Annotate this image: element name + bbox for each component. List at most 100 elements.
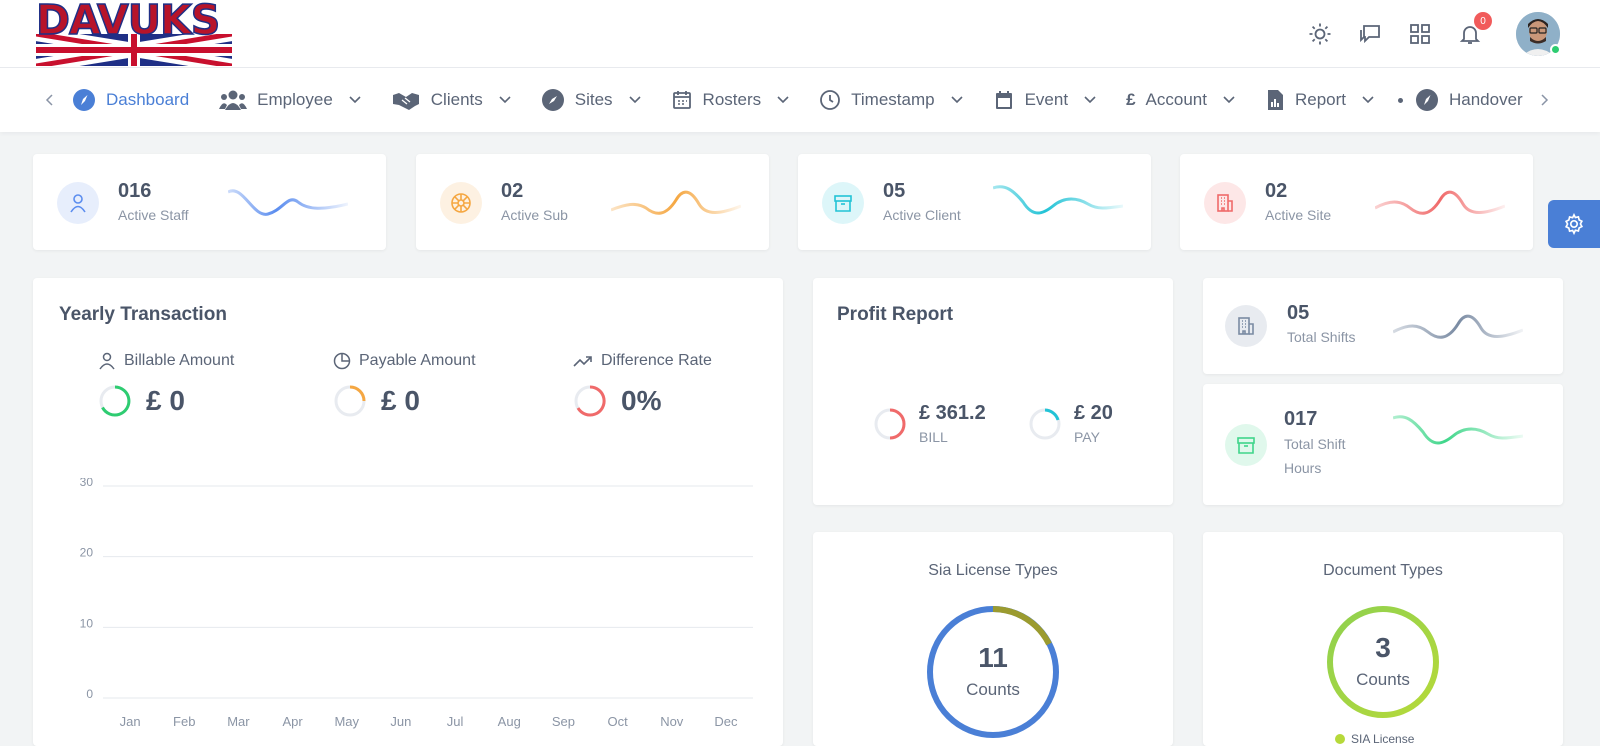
- nav-event[interactable]: Event: [993, 89, 1096, 111]
- x-tick-label: Apr: [282, 714, 303, 729]
- nav-label: Report: [1294, 90, 1346, 109]
- card-title: Document Types: [1323, 562, 1443, 579]
- nav-label: Timestamp: [851, 90, 935, 109]
- clock-icon: [820, 90, 841, 110]
- x-tick-label: Dec: [714, 714, 738, 729]
- y-tick-label: 0: [86, 687, 93, 701]
- nav-scroll-left-icon[interactable]: [38, 88, 62, 112]
- stat-value: 017: [1284, 408, 1318, 430]
- metric-label: Payable Amount: [359, 352, 476, 369]
- donut-count-label: Counts: [966, 680, 1020, 699]
- stat-card-active-client[interactable]: 05 Active Client: [798, 154, 1151, 250]
- nav-clients[interactable]: Clients: [391, 89, 511, 111]
- x-tick-label: Jun: [390, 714, 411, 729]
- x-tick-label: Nov: [660, 714, 684, 729]
- stat-value: 016: [118, 180, 152, 202]
- progress-ring: [99, 385, 131, 417]
- online-status-dot: [1550, 44, 1561, 55]
- x-tick-label: May: [334, 714, 359, 729]
- billable-amount-metric: Billable Amount £ 0: [98, 352, 234, 418]
- x-tick-label: Oct: [607, 714, 628, 729]
- x-tick-label: Jul: [447, 714, 464, 729]
- donut-center: 11 Counts: [923, 642, 1063, 700]
- document-donut-chart: [1327, 606, 1439, 718]
- sun-icon[interactable]: [1308, 22, 1332, 46]
- nav-scroll-right-icon[interactable]: [1532, 88, 1556, 112]
- stat-card-active-site[interactable]: 02 Active Site: [1180, 154, 1533, 250]
- building-icon: [1225, 305, 1267, 347]
- nav-employee[interactable]: Employee: [219, 89, 361, 111]
- sparkline: [1393, 314, 1523, 339]
- x-tick-label: Mar: [227, 714, 250, 729]
- legend-item[interactable]: SIA License: [1335, 732, 1414, 746]
- user-icon: [57, 182, 99, 224]
- nav-report[interactable]: Report: [1265, 89, 1403, 111]
- x-tick-label: Feb: [173, 714, 195, 729]
- progress-ring: [574, 385, 606, 417]
- nav-label: Dashboard: [106, 90, 190, 109]
- compass-icon: [1416, 89, 1438, 111]
- notification-badge: 0: [1474, 12, 1492, 30]
- donut-count: 11: [978, 642, 1008, 673]
- progress-ring: [1029, 408, 1061, 439]
- card-title: Sia License Types: [928, 562, 1058, 579]
- nav-label: Event: [1024, 90, 1069, 109]
- donut-count-label: Counts: [1356, 670, 1410, 689]
- chat-icon[interactable]: [1358, 22, 1382, 46]
- donut-center: 3 Counts: [1313, 632, 1453, 690]
- card-title: Profit Report: [837, 304, 954, 325]
- x-tick-label: Sep: [552, 714, 575, 729]
- chevron-down-icon: [777, 96, 789, 104]
- nav-label: Sites: [574, 90, 613, 109]
- stat-card-active-sub[interactable]: 02 Active Sub: [416, 154, 769, 250]
- top-header: DAVUKS 0: [0, 0, 1600, 68]
- nav-dashboard[interactable]: Dashboard: [72, 88, 189, 112]
- report-icon: [1267, 90, 1283, 110]
- pound-icon: £: [1126, 90, 1136, 109]
- nav-account[interactable]: £ Account: [1126, 90, 1235, 110]
- stat-card-total-shifts[interactable]: 05 Total Shifts: [1203, 278, 1563, 374]
- y-tick-label: 30: [80, 478, 94, 489]
- settings-gear-button[interactable]: [1548, 200, 1600, 248]
- nav-label: Rosters: [702, 90, 762, 109]
- building-icon: [1204, 182, 1246, 224]
- bill-metric: £ 361.2 BILL: [873, 402, 986, 445]
- progress-ring: [334, 385, 366, 417]
- chevron-down-icon: [1084, 96, 1096, 104]
- davuks-logo[interactable]: DAVUKS: [35, 0, 232, 66]
- x-tick-label: Jan: [120, 714, 141, 729]
- bell-icon[interactable]: 0: [1458, 12, 1492, 46]
- profit-report-card: Profit Report £ 361.2 BILL £ 20 PAY: [813, 278, 1173, 505]
- apps-grid-icon[interactable]: [1408, 22, 1432, 46]
- main-navbar: Dashboard Employee Clients Sites Rosters…: [0, 68, 1600, 132]
- chevron-down-icon: [499, 96, 511, 104]
- user-avatar[interactable]: [1516, 12, 1561, 56]
- archive-icon: [822, 182, 864, 224]
- legend-label: SIA License: [1351, 732, 1415, 746]
- nav-sites[interactable]: Sites: [541, 88, 641, 112]
- nav-timestamp[interactable]: Timestamp: [819, 89, 963, 111]
- logo-text: DAVUKS: [35, 0, 221, 45]
- difference-rate-metric: Difference Rate 0%: [573, 352, 712, 418]
- stat-label: Total Shifts: [1287, 329, 1356, 345]
- stat-label: Active Sub: [501, 207, 568, 223]
- pie-icon: [333, 352, 351, 370]
- stat-card-active-staff[interactable]: 016 Active Staff: [33, 154, 386, 250]
- stat-card-total-shift-hours[interactable]: 017 Total Shift Hours: [1203, 384, 1563, 505]
- chevron-down-icon: [349, 96, 361, 104]
- nav-label: Handover: [1449, 90, 1523, 109]
- nav-rosters[interactable]: Rosters: [671, 89, 790, 111]
- archive-icon: [1225, 424, 1267, 466]
- progress-ring: [874, 408, 906, 439]
- trend-icon: [573, 356, 592, 367]
- metric-value: £ 0: [146, 385, 185, 416]
- stat-label-line2: Hours: [1284, 460, 1322, 476]
- users-icon: [219, 90, 248, 110]
- y-tick-label: 20: [80, 546, 94, 560]
- stat-value: 05: [883, 180, 906, 202]
- card-title: Yearly Transaction: [59, 304, 227, 325]
- compass-icon: [541, 89, 564, 111]
- nav-handover[interactable]: Handover: [1415, 88, 1523, 112]
- calendar-icon: [672, 91, 691, 109]
- pay-label: PAY: [1074, 429, 1100, 445]
